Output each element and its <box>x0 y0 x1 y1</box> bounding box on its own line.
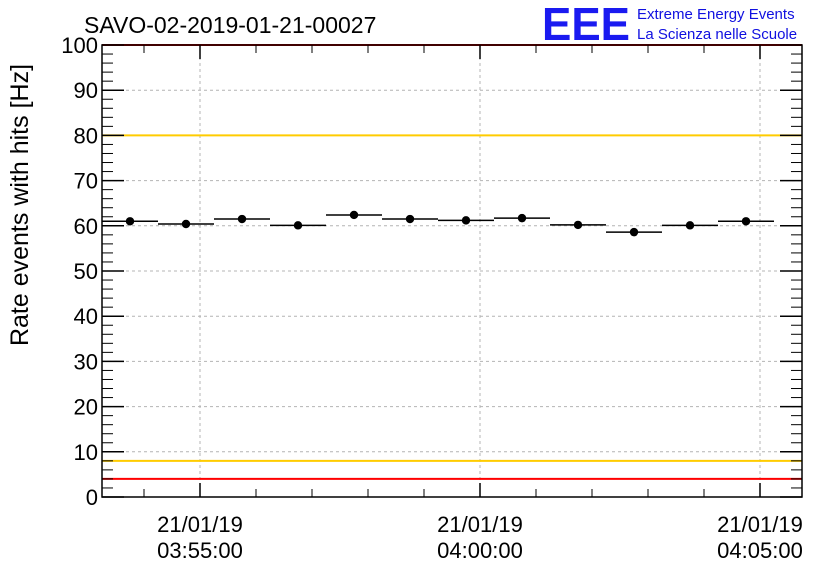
data-point <box>405 214 415 224</box>
y-tick-label: 50 <box>74 259 98 284</box>
data-point <box>741 217 751 226</box>
logo-line-1: Extreme Energy Events <box>637 6 795 23</box>
x-tick-date: 21/01/19 <box>717 512 803 537</box>
data-point <box>125 217 135 226</box>
y-tick-label: 100 <box>61 33 98 58</box>
y-tick-label: 30 <box>74 349 98 374</box>
y-tick-label: 80 <box>74 123 98 148</box>
eee-logo: EEE Extreme Energy Events La Scienza nel… <box>542 0 797 50</box>
y-tick-label: 20 <box>74 395 98 420</box>
y-tick-label: 10 <box>74 440 98 465</box>
y-tick-label: 90 <box>74 78 98 103</box>
chart-title: SAVO-02-2019-01-21-00027 <box>84 12 376 38</box>
reference-lines <box>102 44 802 480</box>
data-point <box>685 221 695 230</box>
axis-ticks <box>102 44 802 498</box>
y-axis-label: Rate events with hits [Hz] <box>6 64 34 346</box>
x-tick-date: 21/01/19 <box>157 512 243 537</box>
y-tick-label: 60 <box>74 214 98 239</box>
data-point <box>349 210 359 220</box>
data-points <box>102 210 774 237</box>
y-tick-label: 40 <box>74 304 98 329</box>
y-tick-label: 0 <box>86 485 98 510</box>
data-point <box>293 221 303 230</box>
data-point <box>517 213 527 223</box>
x-tick-date: 21/01/19 <box>437 512 523 537</box>
data-point <box>461 216 471 225</box>
data-point <box>573 220 583 230</box>
logo-line-2: La Scienza nelle Scuole <box>637 26 797 43</box>
grid-lines <box>102 45 802 497</box>
x-tick-time: 04:00:00 <box>437 538 523 563</box>
data-point <box>237 214 247 224</box>
data-point <box>629 227 639 237</box>
y-tick-label: 70 <box>74 169 98 194</box>
eee-logo-mark: EEE <box>542 0 630 50</box>
data-point <box>181 219 191 229</box>
x-tick-time: 04:05:00 <box>717 538 803 563</box>
tick-labels: 010203040506070809010021/01/1903:55:0021… <box>61 33 803 563</box>
x-tick-time: 03:55:00 <box>157 538 243 563</box>
